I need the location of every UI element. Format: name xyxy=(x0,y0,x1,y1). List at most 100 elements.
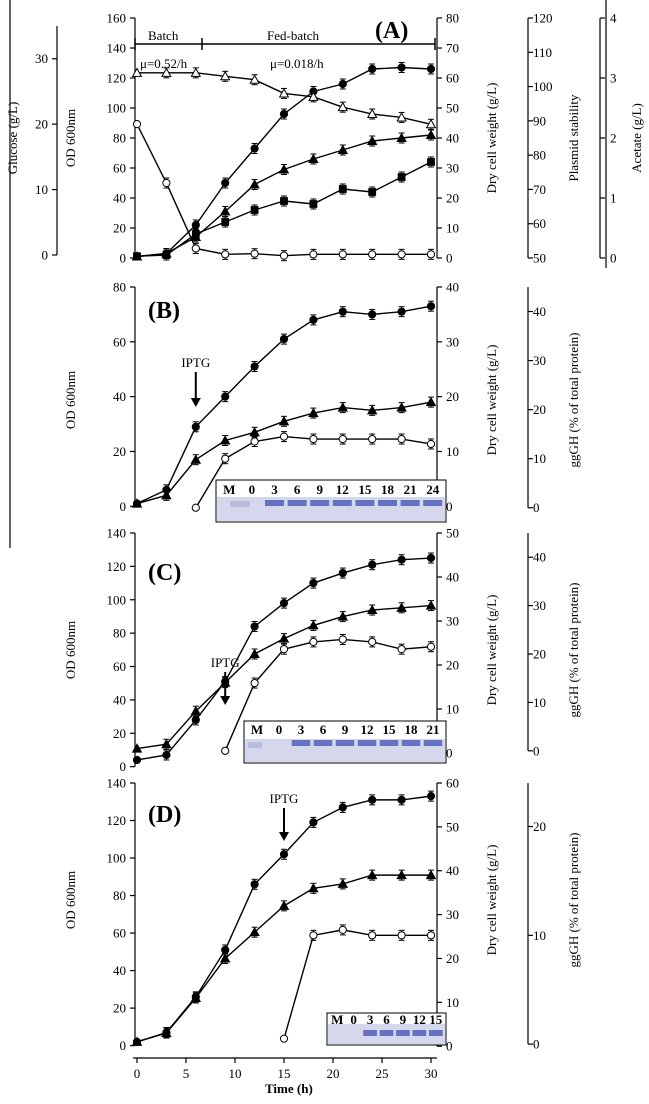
panel-a-axis-2-tick-label: 50 xyxy=(446,101,459,116)
gel-band xyxy=(332,500,352,506)
panel-a-series-1-point xyxy=(425,129,437,140)
panel-d-series-2-point xyxy=(279,1034,289,1043)
gel-band xyxy=(401,740,421,746)
panel-d-series-1-point xyxy=(366,869,378,880)
panel-a-axis-4-tick-label: 1 xyxy=(610,191,617,206)
panel-a-axis-1-tick-label: 10 xyxy=(35,182,48,197)
panel-a-series-2-point xyxy=(338,185,347,193)
x-axis-tick-label: 30 xyxy=(425,1066,438,1081)
panel-a-series-0-point xyxy=(191,220,200,230)
panel-c-axis-0-tick-label: 20 xyxy=(113,726,126,741)
panel-c-axis-2-tick-label: 20 xyxy=(533,647,546,662)
panel-a-series-0-point xyxy=(338,79,347,89)
panel-c-series-1-point xyxy=(190,705,202,716)
panel-c-axis-0-tick-label: 140 xyxy=(107,526,127,541)
panel-a-series-1-point xyxy=(219,206,231,216)
panel-a-series-1-point xyxy=(337,144,349,155)
panel-a-axis-2-tick-label: 80 xyxy=(446,11,459,26)
panel-a-series-4-point xyxy=(219,70,231,81)
panel-b-axis-2-tick-label: 30 xyxy=(533,353,546,368)
panel-d-axis-0-tick-label: 120 xyxy=(107,813,127,828)
panel-a-series-0-point xyxy=(426,64,436,74)
x-axis-tick-label: 25 xyxy=(376,1066,389,1081)
panel-c-series-1-point xyxy=(337,611,349,621)
panel-c-axis-1-tick-label: 40 xyxy=(446,570,459,585)
gel-band xyxy=(400,500,420,506)
panel-d-series-2-line xyxy=(283,929,431,1039)
panel-d-series-1-point xyxy=(131,1036,143,1046)
panel-b-series-1-point xyxy=(190,454,202,464)
panel-c-axis-1-tick-label: 0 xyxy=(446,746,453,761)
gel-band xyxy=(379,1030,394,1036)
panel-a-axis-0-tick-label: 80 xyxy=(113,131,126,146)
panel-d-axis-0-tick-label: 20 xyxy=(113,1001,126,1016)
panel-a-series-1-point xyxy=(278,164,290,174)
panel-b-series-0-point xyxy=(368,310,377,319)
gel-lane-label: 9 xyxy=(316,482,323,497)
panel-c-axis-2-tick-label: 30 xyxy=(533,598,546,613)
panel-d-series-2-point xyxy=(368,931,377,940)
panel-a-series-1-point xyxy=(366,135,378,146)
x-axis-tick-label: 0 xyxy=(134,1066,141,1081)
panel-a-series-3-point xyxy=(279,251,289,260)
panel-a-series-3-point xyxy=(191,244,200,253)
gel-lane-label: M xyxy=(251,722,263,737)
panel-c-axis-1-tick-label: 10 xyxy=(446,702,459,717)
panel-b-axis-2-tick-label: 40 xyxy=(533,304,546,319)
panel-c-axis-2-tick-label: 0 xyxy=(533,743,540,758)
panel-c-series-2-point xyxy=(397,645,406,654)
gel-lane-label: 18 xyxy=(381,482,395,497)
panel-c-series-1-point xyxy=(308,619,319,630)
iptg-arrow-head xyxy=(279,832,289,841)
panel-d-series-1-point xyxy=(425,869,437,880)
gel-lane-label: 6 xyxy=(320,722,327,737)
panel-a-axis-1-title: Glucose (g/L) xyxy=(5,102,20,175)
gel-lanes-b: M 0 3 6 9 12 15 18 21 24 xyxy=(223,482,443,506)
iptg-label: IPTG xyxy=(181,355,210,370)
panel-a-axis-4-tick-label: 3 xyxy=(610,71,617,86)
panel-a-series-2-point xyxy=(250,206,259,214)
panel-c-axis-2-tick-label: 40 xyxy=(533,550,546,565)
panel-a-series-2-point xyxy=(397,173,406,181)
panel-b-series-1-point xyxy=(425,396,437,407)
panel-b-series-0-point xyxy=(426,302,436,311)
panel-b-series-1-point xyxy=(366,404,378,415)
panel-a-axis-3-title: Plasmid stability xyxy=(566,94,581,182)
panel-d-axis-0-tick-label: 0 xyxy=(120,1038,127,1053)
gel-band xyxy=(428,1030,443,1036)
panel-c-series-1-point xyxy=(396,602,407,612)
panel-a-axis-2-tick-label: 10 xyxy=(446,221,459,236)
panel-a-axis-2-title: Dry cell weight (g/L) xyxy=(484,83,499,194)
fed-batch-label: Fed-batch xyxy=(267,28,319,43)
panel-a-series-2-point xyxy=(133,252,141,261)
panel-a-axis-1-tick-label: 0 xyxy=(42,248,49,263)
panel-c-axis-2-title: ggGH (% of total protein) xyxy=(566,582,581,717)
panel-b-series-2-point xyxy=(426,439,436,449)
panel-a-axis-2-tick-label: 0 xyxy=(446,251,453,266)
gel-band xyxy=(335,740,355,746)
panel-a-series-2-point xyxy=(280,197,288,205)
panel-b-axis-1-tick-label: 10 xyxy=(446,444,459,459)
gel-band xyxy=(423,740,443,746)
gel-band xyxy=(313,740,333,746)
panel-c-axis-0-tick-label: 60 xyxy=(113,659,126,674)
panel-b-axis-0-tick-label: 60 xyxy=(113,334,126,349)
panel-c-series-2-line xyxy=(224,638,432,752)
iptg-arrow-head xyxy=(190,398,201,407)
panel-d-series-1-point xyxy=(190,992,202,1002)
panel-a-series-3-point xyxy=(338,250,347,259)
panel-a-series-0-point xyxy=(250,144,259,153)
panel-d-series-1-point xyxy=(249,926,260,937)
panel-a-series-2-point xyxy=(191,230,200,238)
panel-c-series-0-point xyxy=(338,568,347,578)
panel-b-series-2-point xyxy=(397,434,406,444)
panel-a-axis-0-tick-label: 40 xyxy=(113,191,126,206)
panel-a-series-2-point xyxy=(427,158,435,166)
panel-a-series-3-point xyxy=(221,250,230,259)
panel-b-axis-0-title: OD 600nm xyxy=(63,371,78,429)
gel-lane-label: 12 xyxy=(413,1012,426,1027)
panel-c-series-2-point xyxy=(426,642,436,651)
panel-d-series-1-point xyxy=(278,900,290,910)
panel-a-series-3-point xyxy=(162,178,171,188)
